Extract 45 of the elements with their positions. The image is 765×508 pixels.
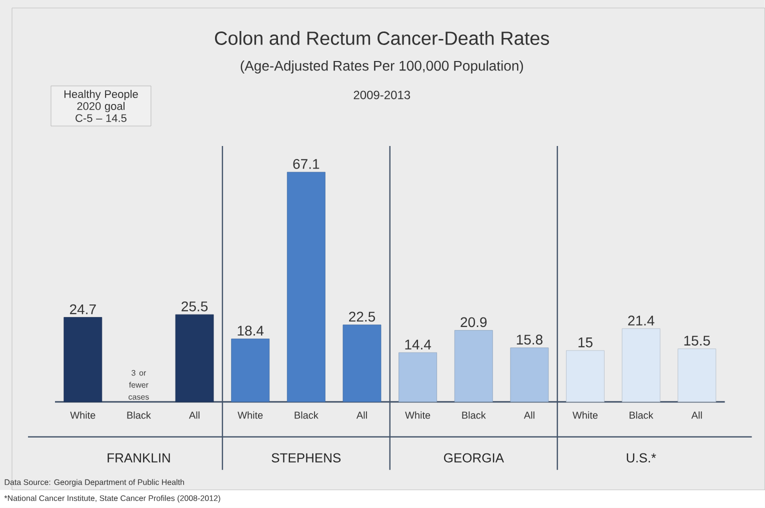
bar (398, 352, 438, 402)
text: U.S.* (626, 453, 656, 463)
x-tick-label: All (189, 411, 200, 419)
data-label: 20.9 (460, 317, 487, 328)
x-tick-label: White (572, 411, 598, 419)
text: FRANKLIN (108, 453, 170, 462)
bar (622, 328, 660, 402)
data-label: 15.5 (684, 336, 710, 346)
bar (64, 317, 102, 402)
text: *National Cancer Institute, State Cancer Profiles (2008-2012) (4, 495, 220, 503)
data-label: 67.1 (293, 159, 320, 169)
bar (510, 348, 549, 402)
bar (231, 338, 270, 402)
bar (454, 330, 493, 402)
chart-title: Colon and Rectum Cancer-Death Rates (214, 31, 550, 46)
data-label: 18.4 (238, 326, 264, 336)
x-tick-label: White (70, 411, 96, 419)
x-tick-label: All (356, 411, 367, 419)
x-tick-label: Black (462, 411, 486, 419)
x-tick-label: White (405, 411, 430, 419)
data-label: 21.4 (628, 316, 654, 326)
bar (678, 348, 716, 402)
bar (286, 172, 326, 402)
bar (342, 324, 382, 402)
data-label: 15 (578, 338, 592, 348)
x-tick-label: Black (127, 411, 151, 419)
chart-subtitle: (Age-Adjusted Rates Per 100,000 Population) (240, 60, 523, 74)
source-note: Data Source: Georgia Department of Public Health (4, 479, 184, 487)
text: 2009-2013 (354, 90, 410, 100)
x-tick-label: All (691, 411, 702, 419)
annotation: 3 or fewer cases (128, 370, 149, 400)
text: STEPHENS (272, 453, 341, 463)
bar (175, 314, 214, 402)
data-label: 14.4 (405, 340, 432, 350)
data-label: 24.7 (70, 304, 96, 314)
x-tick-label: Black (630, 411, 654, 419)
text: GEORGIA (444, 453, 504, 463)
text: Healthy People 2020 goal C-5 – 14.5 (64, 90, 138, 122)
x-tick-label: All (524, 411, 534, 419)
data-label: 22.5 (349, 312, 376, 322)
x-tick-label: White (238, 411, 263, 419)
data-label: 25.5 (182, 302, 208, 312)
x-tick-label: Black (294, 411, 318, 419)
bar (566, 350, 604, 402)
data-label: 15.8 (516, 334, 542, 345)
